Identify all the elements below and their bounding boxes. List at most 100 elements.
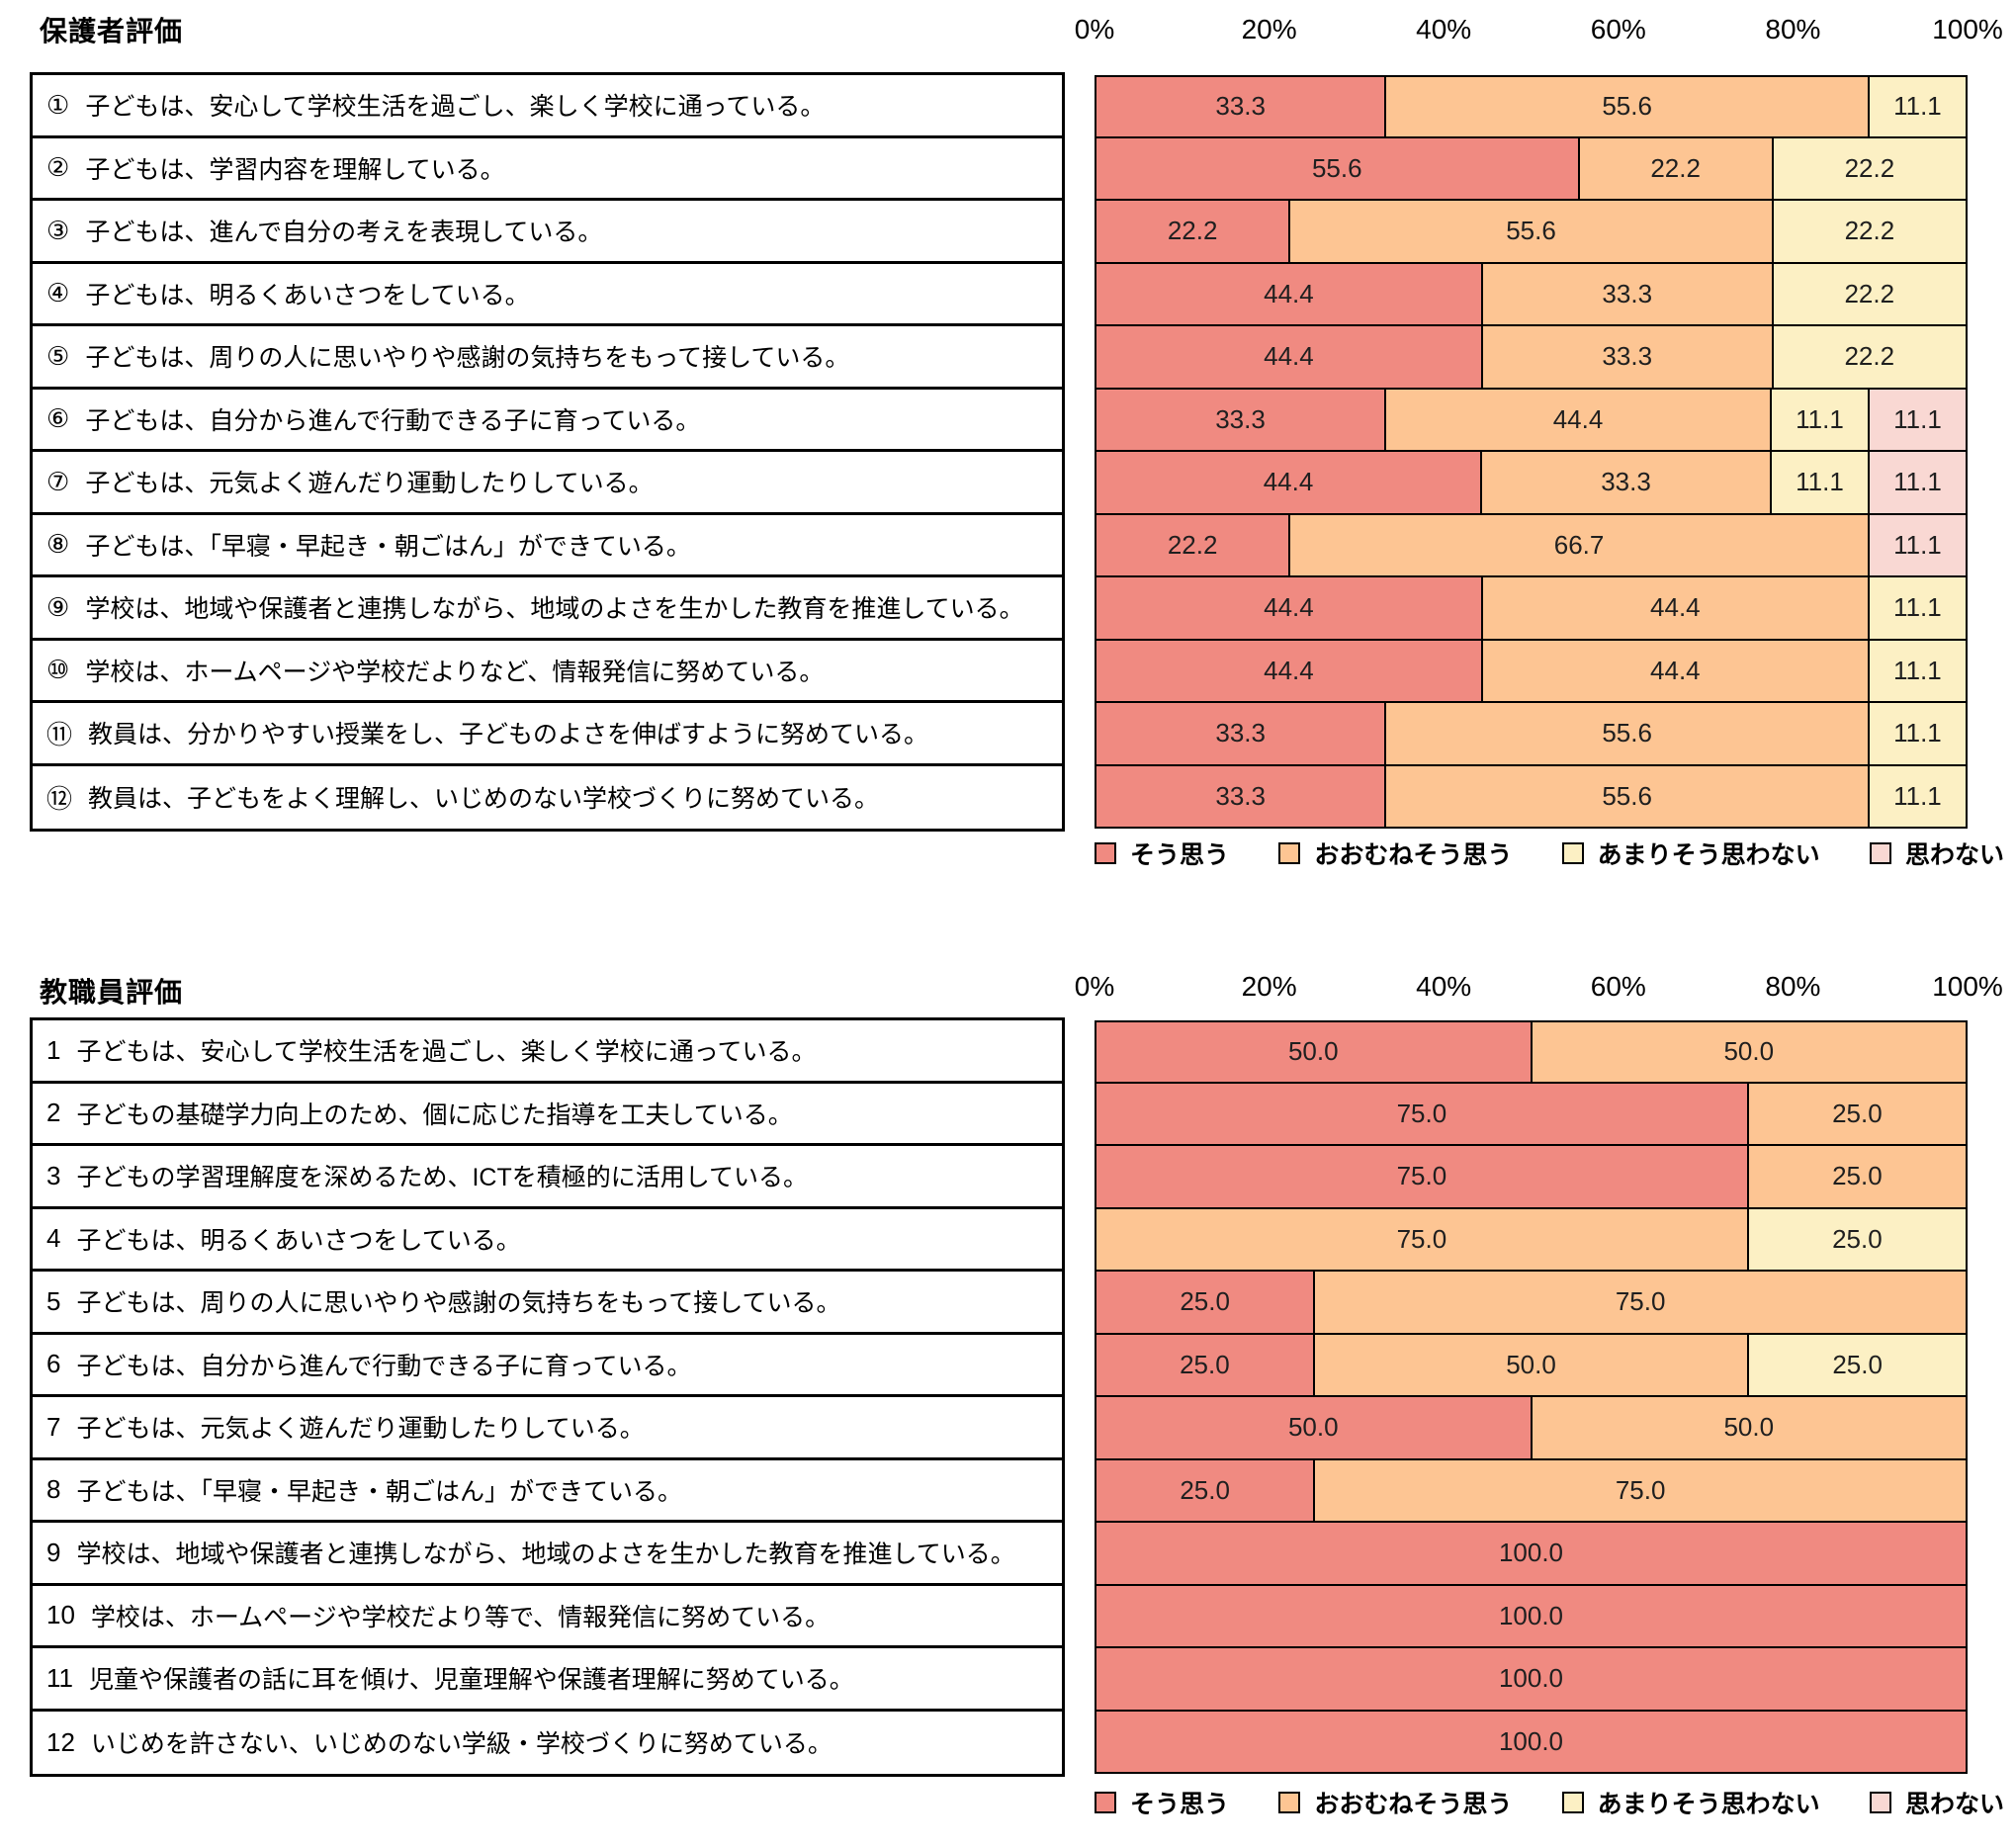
- bar-segment: 44.4: [1095, 452, 1482, 513]
- bar-value-label: 11.1: [1893, 780, 1942, 811]
- bar-value-label: 100.0: [1498, 1600, 1564, 1630]
- question-number: ⑧: [46, 529, 70, 560]
- bar-value-label: 11.1: [1893, 403, 1942, 434]
- legend-label: そう思う: [1130, 1791, 1230, 1818]
- question-number: 12: [46, 1726, 75, 1757]
- stacked-bar: 33.3 55.6 11.1: [1095, 703, 1968, 766]
- question-text: 子どもの学習理解度を深めるため、ICTを積極的に活用している。: [76, 1164, 808, 1192]
- bar-segment: 33.3: [1482, 326, 1774, 388]
- bar-segment: 22.2: [1773, 137, 1968, 199]
- question-number: 9: [46, 1537, 61, 1567]
- stacked-bar: 33.3 55.6 11.1: [1095, 75, 1968, 138]
- bar-segment: 11.1: [1869, 765, 1968, 827]
- bar-segment: 50.0: [1095, 1022, 1533, 1082]
- bar-value-label: 44.4: [1264, 278, 1314, 308]
- bar-value-label: 44.4: [1552, 403, 1604, 434]
- bar-segment: 11.1: [1870, 452, 1968, 513]
- bar-value-label: 55.6: [1602, 780, 1652, 811]
- stacked-bar: 50.0 50.0: [1095, 1397, 1968, 1460]
- stacked-bar: 44.4 44.4 11.1: [1095, 640, 1968, 703]
- legend-label: あまりそう思わない: [1597, 1791, 1820, 1818]
- legend-swatch-icon: [1095, 842, 1116, 864]
- question-row: ⑧ 子どもは、「早寝・早起き・朝ごはん」ができている。: [33, 515, 1062, 577]
- bar-segment: 22.2: [1095, 201, 1291, 262]
- bar-value-label: 75.0: [1396, 1161, 1447, 1191]
- bar-segment: 33.3: [1095, 703, 1387, 764]
- stacked-bar: 100.0: [1095, 1711, 1968, 1774]
- bar-value-label: 44.4: [1650, 592, 1701, 623]
- stacked-bar: 44.4 44.4 11.1: [1095, 577, 1968, 641]
- x-axis-tick: 80%: [1765, 14, 1821, 44]
- question-text: 子どもは、「早寝・早起き・朝ごはん」ができている。: [85, 532, 691, 561]
- question-row: 8 子どもは、「早寝・早起き・朝ごはん」ができている。: [33, 1460, 1062, 1523]
- bar-segment: 75.0: [1095, 1208, 1749, 1270]
- question-number: ⑫: [46, 783, 73, 814]
- bar-segment: 22.2: [1773, 326, 1968, 388]
- question-number: 6: [46, 1349, 61, 1379]
- bar-value-label: 11.1: [1893, 592, 1942, 623]
- question-row: ⑥ 子どもは、自分から進んで行動できる子に育っている。: [33, 390, 1062, 452]
- bar-value-label: 44.4: [1264, 655, 1314, 685]
- bar-segment: 11.1: [1869, 703, 1968, 764]
- bar-segment: 100.0: [1095, 1523, 1968, 1584]
- bar-value-label: 55.6: [1311, 152, 1362, 183]
- bar-value-label: 25.0: [1180, 1474, 1230, 1505]
- question-text: 子どもは、元気よく遊んだり運動したりしている。: [85, 470, 654, 498]
- stacked-bar-chart: 50.0 50.0 75.0 25.0 75.0 25.0 75.0 25.0 25.0 75.0…: [1095, 1020, 1968, 1774]
- bar-segment: 11.1: [1869, 577, 1968, 639]
- question-row: ⑩ 学校は、ホームページや学校だよりなど、情報発信に努めている。: [33, 641, 1062, 703]
- bar-segment: 11.1: [1772, 452, 1870, 513]
- bar-value-label: 33.3: [1602, 278, 1653, 308]
- bar-value-label: 25.0: [1832, 1098, 1883, 1128]
- legend-item: そう思う: [1095, 1785, 1229, 1820]
- bar-segment: 11.1: [1869, 640, 1968, 701]
- question-number: 7: [46, 1411, 61, 1442]
- bar-segment: 50.0: [1314, 1334, 1750, 1395]
- bar-value-label: 25.0: [1832, 1223, 1883, 1254]
- bar-value-label: 11.1: [1796, 403, 1844, 434]
- bar-value-label: 44.4: [1263, 467, 1314, 497]
- bar-segment: 75.0: [1315, 1459, 1968, 1521]
- bar-segment: 50.0: [1532, 1397, 1968, 1458]
- bar-segment: 100.0: [1095, 1711, 1968, 1772]
- bar-value-label: 22.2: [1844, 278, 1895, 308]
- legend-item: あまりそう思わない: [1561, 1785, 1820, 1820]
- bar-segment: 25.0: [1748, 1146, 1968, 1207]
- bar-value-label: 25.0: [1180, 1286, 1230, 1317]
- question-number: ⑪: [46, 719, 73, 749]
- x-axis-tick: 100%: [1932, 971, 2003, 1002]
- question-text: 子どもの基礎学力向上のため、個に応じた指導を工夫している。: [76, 1100, 793, 1129]
- bar-segment: 33.3: [1095, 389, 1386, 450]
- bar-segment: 33.3: [1095, 765, 1387, 827]
- question-number: ⑤: [46, 340, 70, 371]
- staff-evaluation-section: 教職員評価 0% 20% 40% 60% 80% 100% 1 子どもは、安心して学校生活を…: [0, 945, 2016, 1848]
- legend-swatch-icon: [1278, 842, 1301, 864]
- question-text: いじめを許さない、いじめのない学級・学校づくりに努めている。: [90, 1730, 833, 1759]
- bar-value-label: 50.0: [1723, 1412, 1775, 1443]
- bar-segment: 11.1: [1869, 77, 1968, 136]
- bar-value-label: 11.1: [1893, 718, 1942, 748]
- bar-segment: 11.1: [1772, 389, 1870, 450]
- question-row: 12 いじめを許さない、いじめのない学級・学校づくりに努めている。: [33, 1712, 1062, 1775]
- bar-segment: 25.0: [1095, 1459, 1316, 1521]
- bar-value-label: 11.1: [1893, 655, 1942, 685]
- legend-item: そう思う: [1095, 836, 1229, 871]
- bar-segment: 50.0: [1095, 1397, 1533, 1458]
- question-text: 子どもは、安心して学校生活を過ごし、楽しく学校に通っている。: [85, 93, 826, 122]
- bar-segment: 44.4: [1482, 640, 1870, 701]
- question-number: 3: [46, 1160, 61, 1190]
- stacked-bar: 50.0 50.0: [1095, 1020, 1968, 1084]
- stacked-bar: 44.4 33.3 22.2: [1095, 326, 1968, 390]
- bar-segment: 44.4: [1095, 326, 1483, 388]
- bar-value-label: 11.1: [1893, 529, 1942, 560]
- question-row: 6 子どもは、自分から進んで行動できる子に育っている。: [33, 1335, 1062, 1397]
- legend-label: おおむねそう思う: [1314, 841, 1513, 869]
- bar-segment: 33.3: [1482, 263, 1774, 324]
- bar-segment: 75.0: [1095, 1083, 1749, 1144]
- question-row: 9 学校は、地域や保護者と連携しながら、地域のよさを生かした教育を推進している。: [33, 1523, 1062, 1586]
- x-axis-tick: 20%: [1241, 14, 1297, 44]
- chart-legend: そう思う おおむねそう思う あまりそう思わない 思わない: [1095, 1786, 2004, 1819]
- stacked-bar: 100.0: [1095, 1523, 1968, 1586]
- bar-value-label: 100.0: [1498, 1538, 1564, 1568]
- question-row: ⑨ 学校は、地域や保護者と連携しながら、地域のよさを生かした教育を推進している。: [33, 577, 1062, 641]
